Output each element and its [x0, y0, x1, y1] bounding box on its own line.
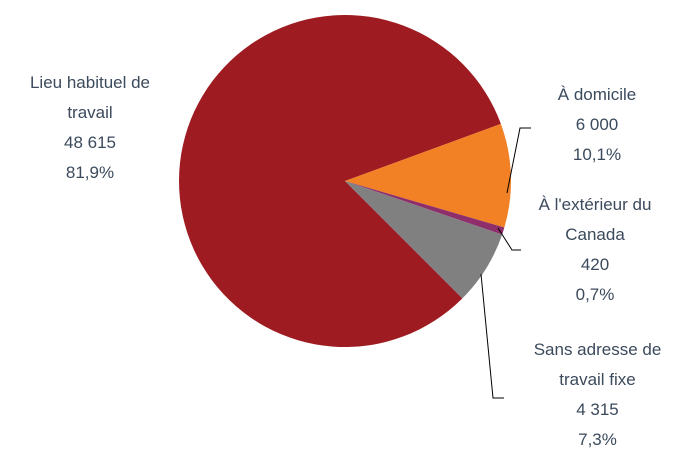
leader-line	[506, 127, 531, 194]
leader-line	[497, 227, 521, 251]
category-label: Sans adresse de travail fixe	[533, 340, 662, 389]
value-label: 420	[580, 255, 610, 274]
percent-label: 81,9%	[65, 163, 115, 182]
pie-slice	[345, 181, 505, 235]
percent-label: 0,7%	[575, 285, 615, 304]
value-label: 4 315	[576, 400, 619, 419]
category-label: Lieu habituel de travail	[29, 73, 151, 122]
category-label: À domicile	[557, 85, 637, 104]
pie-slice	[178, 14, 501, 347]
pie-slice	[345, 123, 511, 228]
data-label: À domicile 6 000 10,1%	[512, 80, 682, 170]
value-label: 48 615	[64, 133, 116, 152]
leader-line	[480, 273, 504, 399]
percent-label: 10,1%	[572, 145, 622, 164]
data-label: Lieu habituel de travail 48 615 81,9%	[0, 68, 180, 188]
value-label: 6 000	[575, 115, 619, 134]
pie-slice	[345, 181, 503, 299]
data-label: À l'extérieur du Canada 420 0,7%	[505, 190, 685, 310]
data-label: Sans adresse de travail fixe 4 315 7,3%	[515, 335, 680, 449]
percent-label: 7,3%	[578, 430, 617, 449]
category-label: À l'extérieur du Canada	[538, 195, 652, 244]
